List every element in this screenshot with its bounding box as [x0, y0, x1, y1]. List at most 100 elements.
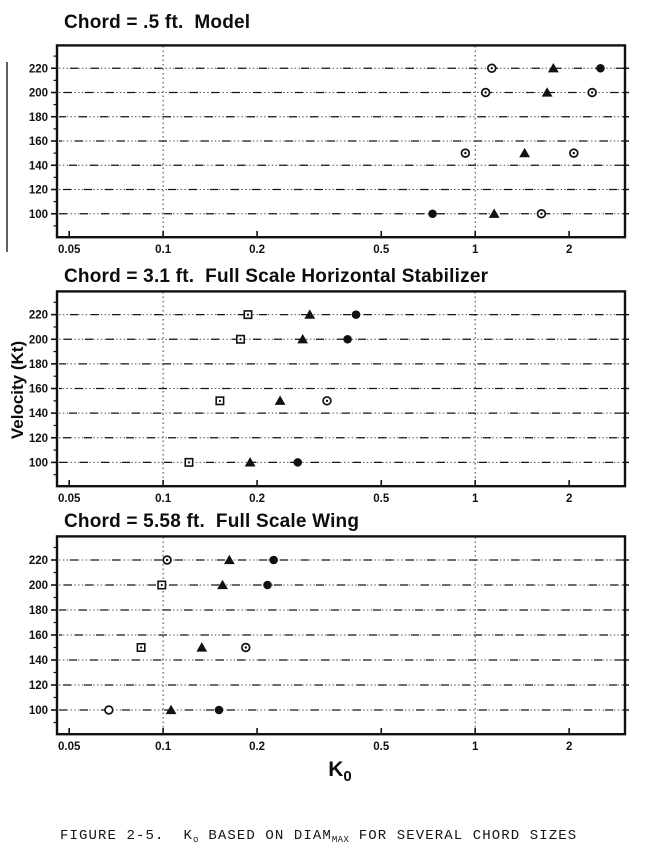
- y-tick-label: 100: [29, 209, 48, 221]
- scan-artifact-line: [6, 62, 8, 252]
- y-axis-label: Velocity (Kt): [8, 340, 27, 440]
- figure-caption: FIGURE 2-5. Ko BASED ON DIAMMAX FOR SEVE…: [60, 828, 640, 845]
- x-tick-label: 0.5: [373, 741, 390, 753]
- data-point-marker-filled-circle: [596, 63, 605, 73]
- x-tick-label: 0.5: [373, 493, 390, 505]
- y-axis-ticks: 100 120 140 160 180 200 220: [29, 301, 629, 476]
- data-point-marker-filled-triangle: [274, 395, 286, 405]
- x-axis-ticks: 0.05 0.1 0.2 0.5 1 2: [58, 231, 572, 256]
- data-point-marker-open-circle-dot: [587, 87, 597, 98]
- x-tick-label: 0.1: [155, 244, 172, 256]
- data-point-marker-open-circle-dot: [569, 148, 579, 158]
- data-point-marker-filled-circle: [343, 334, 352, 344]
- data-point-marker-filled-triangle: [541, 87, 553, 97]
- data-point-marker-filled-triangle: [304, 309, 316, 319]
- data-point-marker-filled-triangle: [547, 62, 559, 73]
- x-tick-label: 0.05: [58, 741, 81, 753]
- y-tick-label: 140: [29, 408, 48, 420]
- x-tick-label: 0.2: [249, 741, 265, 753]
- x-gridlines: [162, 292, 476, 485]
- y-tick-label: 220: [29, 555, 48, 567]
- data-point-marker-filled-circle: [263, 580, 272, 590]
- x-tick-label: 1: [472, 741, 479, 753]
- caption-k-subscript: o: [193, 835, 199, 845]
- x-tick-label: 0.05: [58, 244, 81, 256]
- data-point-marker-filled-circle: [214, 705, 224, 715]
- x-axis-ticks: 0.05 0.1 0.2 0.5 1 2: [58, 480, 572, 505]
- data-point-marker-open-square-dot: [157, 580, 167, 590]
- caption-suffix: FOR SEVERAL CHORD SIZES: [349, 828, 578, 844]
- data-point-marker-open-circle-dot: [536, 209, 547, 219]
- data-point-marker-filled-triangle: [519, 147, 531, 158]
- data-point-marker-open-circle-dot: [241, 642, 251, 653]
- y-tick-label: 200: [29, 334, 48, 346]
- y-tick-label: 180: [29, 112, 48, 124]
- y-tick-label: 200: [29, 580, 48, 592]
- data-point-marker-open-square-dot: [215, 396, 225, 406]
- data-points: [104, 554, 278, 715]
- chart-title-stabilizer: Chord = 3.1 ft. Full Scale Horizontal St…: [64, 266, 489, 287]
- y-tick-label: 180: [29, 605, 48, 617]
- chart-title-wing: Chord = 5.58 ft. Full Scale Wing: [64, 511, 360, 532]
- data-point-marker-filled-triangle: [297, 333, 309, 344]
- y-tick-label: 100: [29, 457, 48, 469]
- y-axis-ticks: 100 120 140 160 180 200 220: [29, 55, 629, 227]
- data-point-marker-open-square-dot: [236, 334, 246, 344]
- y-tick-label: 160: [29, 630, 48, 642]
- x-tick-label: 1: [472, 244, 479, 256]
- x-tick-label: 1: [472, 493, 479, 505]
- y-tick-label: 120: [29, 185, 48, 197]
- data-point-marker-open-square-dot: [184, 457, 194, 467]
- caption-max-subscript: MAX: [331, 835, 350, 845]
- y-tick-label: 160: [29, 384, 48, 396]
- x-tick-label: 0.2: [249, 493, 265, 505]
- x-axis-ticks: 0.05 0.1 0.2 0.5 1 2: [58, 728, 572, 753]
- chart-title-model: Chord = .5 ft. Model: [64, 12, 251, 33]
- y-tick-label: 180: [29, 359, 48, 371]
- y-axis-ticks: 100 120 140 160 180 200 220: [29, 546, 629, 724]
- x-axis-label: K0: [290, 758, 390, 785]
- data-point-marker-open-circle-dot: [322, 396, 332, 406]
- y-tick-label: 220: [29, 310, 48, 322]
- x-axis-label-main: K: [328, 758, 344, 781]
- x-tick-label: 0.05: [58, 493, 81, 505]
- x-tick-label: 0.1: [155, 493, 172, 505]
- y-gridlines: [59, 67, 623, 215]
- x-tick-label: 2: [566, 244, 572, 256]
- data-point-marker-open-square-dot: [136, 643, 146, 653]
- data-point-marker-open-circle-dot: [460, 148, 471, 158]
- x-gridlines: [162, 537, 476, 733]
- caption-mid: BASED ON DIAM: [198, 828, 332, 844]
- data-point-marker-open-circle-dot: [487, 63, 497, 74]
- x-tick-label: 0.2: [249, 244, 265, 256]
- data-point-marker-filled-circle: [428, 209, 437, 219]
- x-axis-label-subscript: 0: [343, 768, 352, 785]
- chart-panel-model: 100 120 140 160 180 200 220 0.05 0.1 0.2 0.5 1 2: [29, 44, 629, 256]
- data-point-marker-filled-triangle: [196, 642, 208, 652]
- chart-panel-wing: 100 120 140 160 180 200 220 0.05 0.1 0.2 0.5 1 2: [29, 535, 629, 753]
- y-gridlines: [59, 559, 623, 711]
- chart-panel-stabilizer: 100 120 140 160 180 200 220 0.05 0.1 0.2 0.5 1 2: [29, 290, 629, 505]
- y-tick-label: 120: [29, 433, 48, 445]
- y-tick-label: 200: [29, 88, 48, 100]
- x-tick-label: 2: [566, 741, 572, 753]
- y-tick-label: 140: [29, 655, 48, 667]
- data-point-marker-filled-circle: [269, 555, 278, 565]
- y-tick-label: 140: [29, 160, 48, 172]
- data-point-marker-filled-circle: [293, 458, 303, 467]
- data-point-marker-filled-triangle: [217, 579, 228, 590]
- data-point-marker-filled-triangle: [488, 208, 500, 218]
- y-tick-label: 120: [29, 680, 48, 692]
- y-tick-label: 160: [29, 136, 48, 148]
- y-tick-label: 220: [29, 63, 48, 75]
- data-points: [184, 309, 361, 467]
- y-gridlines: [59, 314, 623, 463]
- x-tick-label: 0.1: [155, 741, 172, 753]
- data-point-marker-open-circle-dot: [162, 555, 172, 565]
- data-point-marker-filled-triangle: [165, 704, 177, 715]
- caption-prefix: FIGURE 2-5. K: [60, 828, 194, 844]
- x-tick-label: 0.5: [373, 244, 390, 256]
- data-point-marker-open-square-dot: [243, 310, 253, 320]
- data-point-marker-open-circle: [104, 705, 114, 715]
